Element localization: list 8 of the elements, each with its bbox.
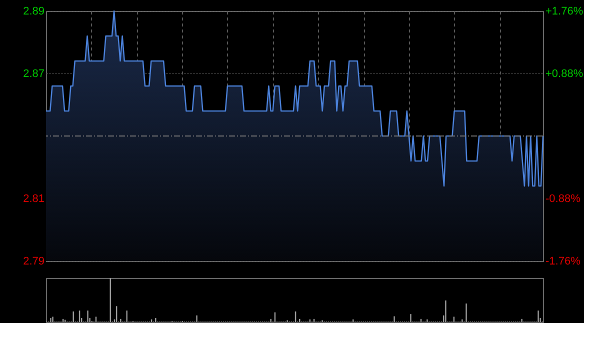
y2-tick-label: +0.88% (546, 68, 584, 80)
y2-tick-label: -1.76% (546, 256, 581, 268)
y-tick-label: 2.81 (23, 193, 44, 205)
y-tick-label: 2.79 (23, 256, 44, 268)
y2-tick-label: +1.76% (546, 6, 584, 18)
y2-tick-label: -0.88% (546, 193, 581, 205)
y-tick-label: 2.87 (23, 68, 44, 80)
y-tick-label: 2.89 (23, 6, 44, 18)
